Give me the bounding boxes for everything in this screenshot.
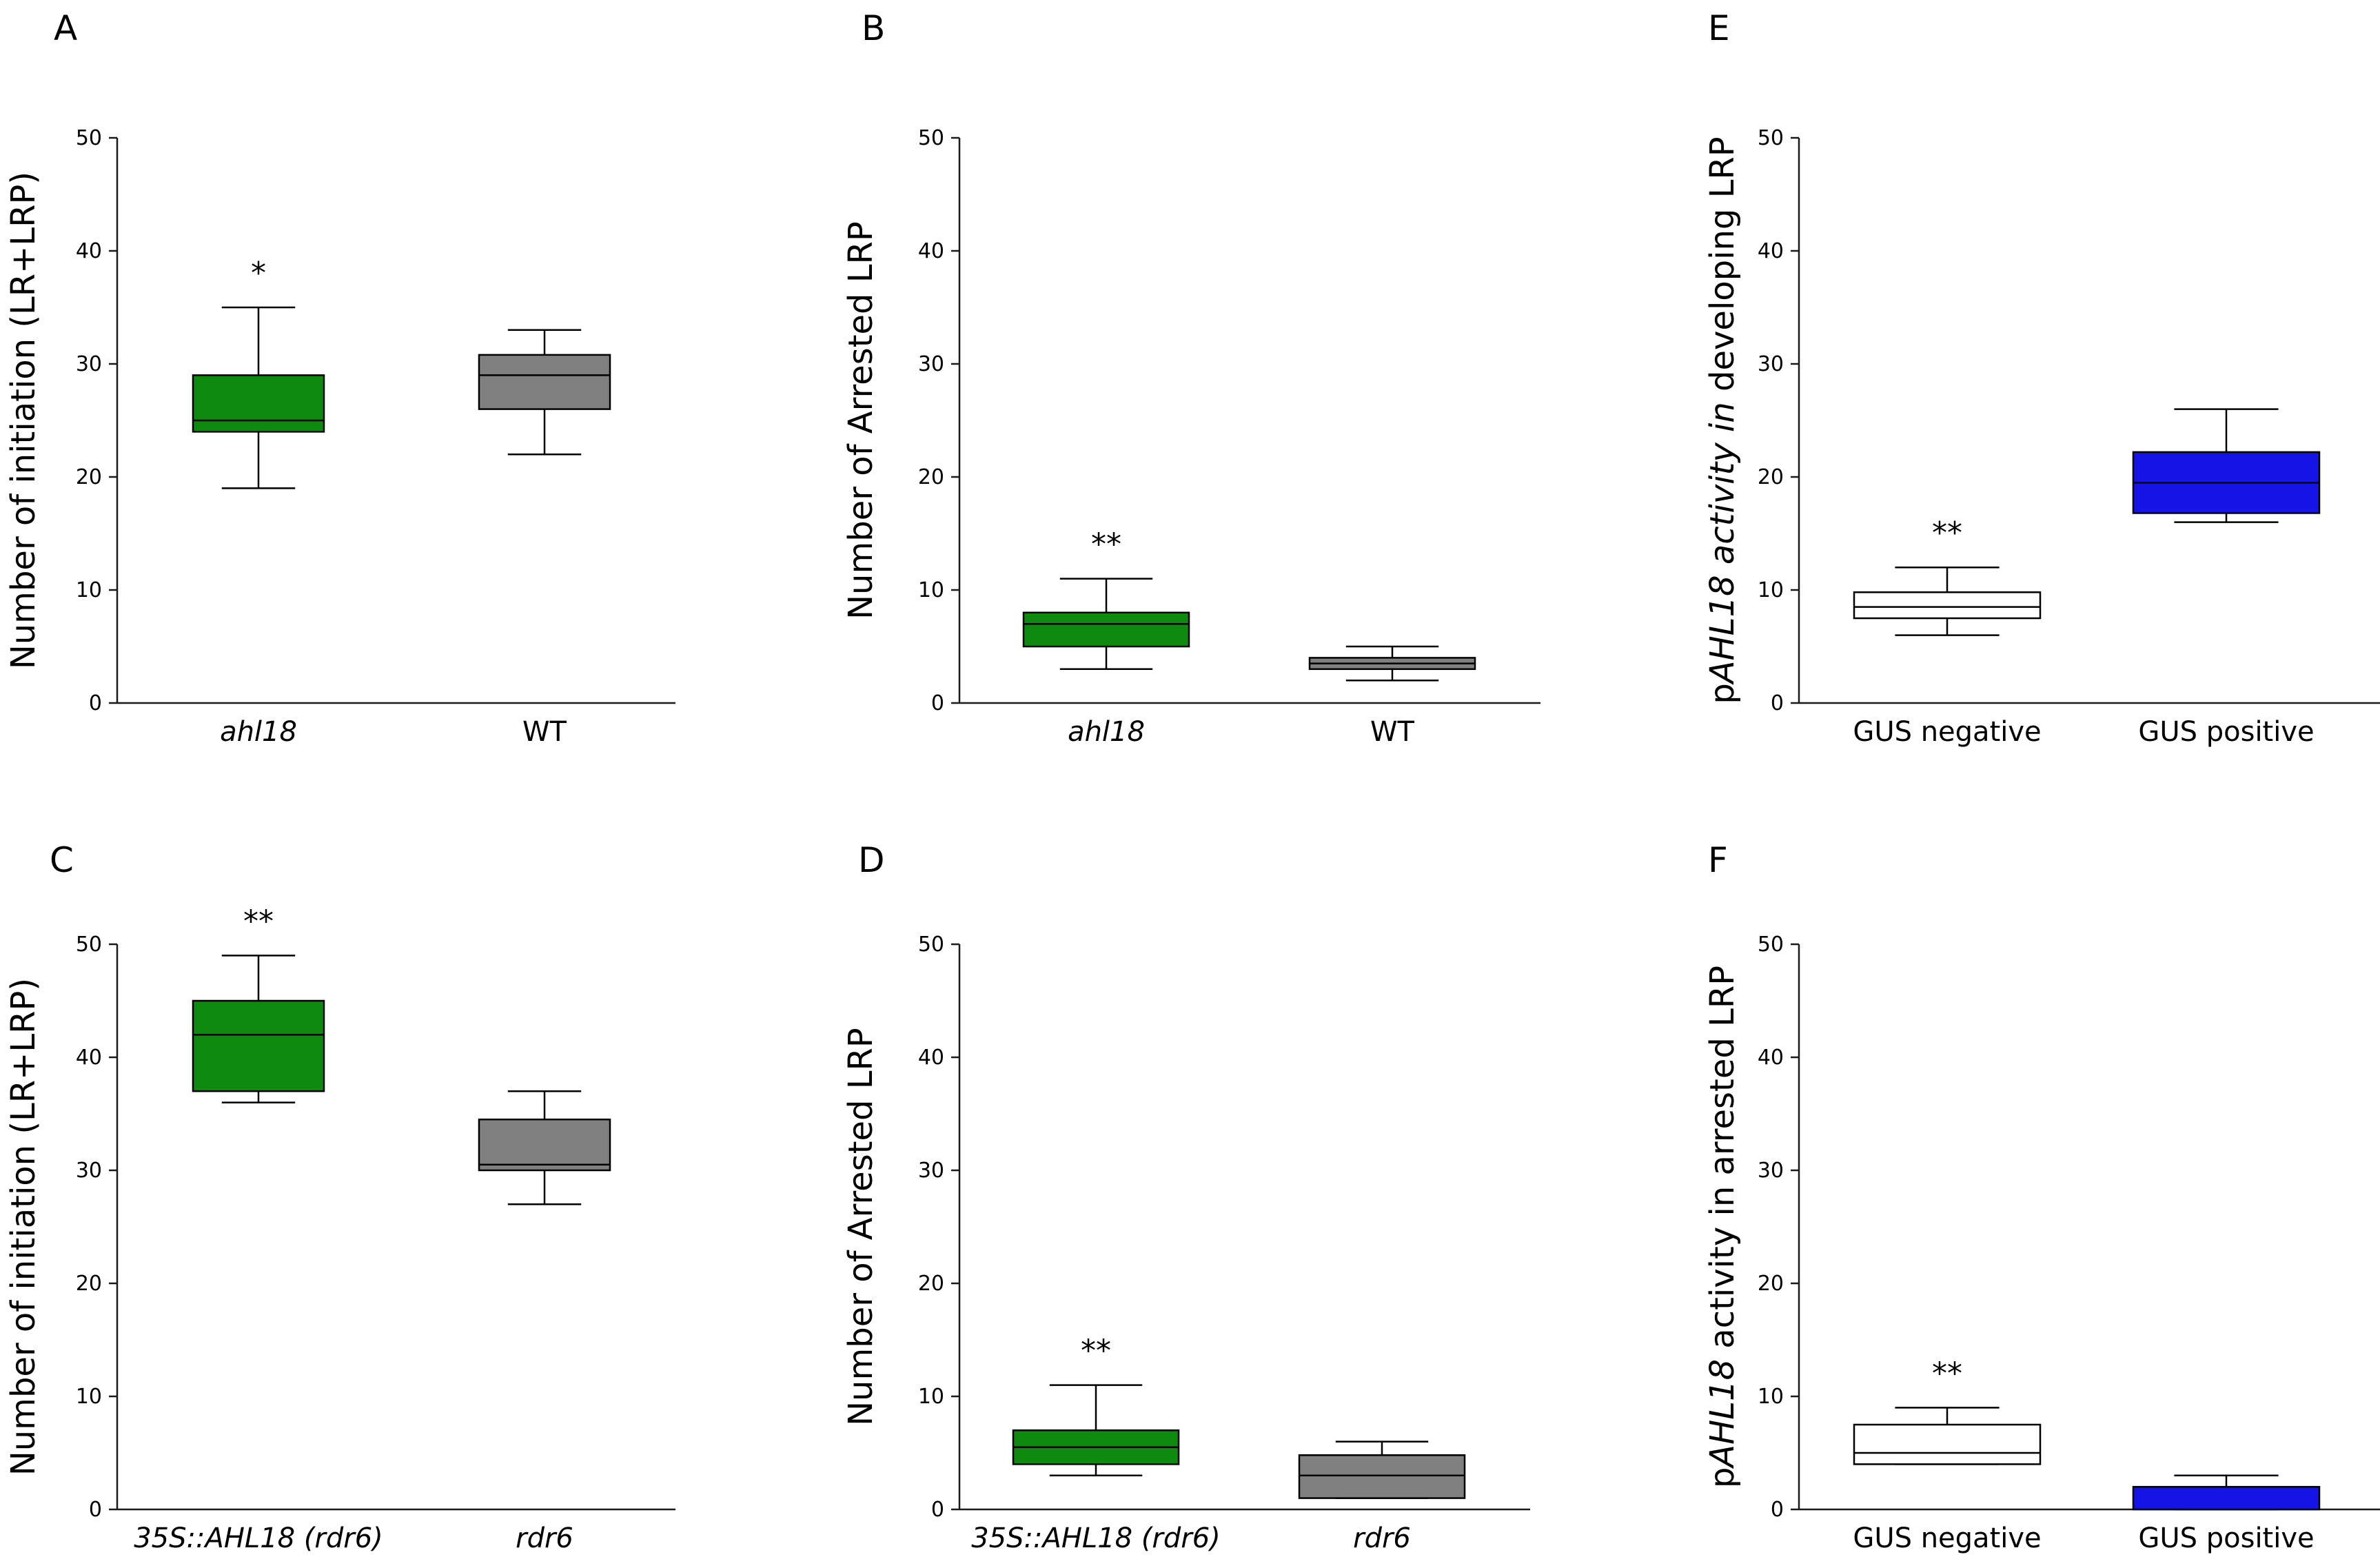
box-rdr6 (1298, 1454, 1466, 1499)
y-tick-label: 40 (918, 1046, 944, 1070)
y-tick-label: 10 (1758, 578, 1784, 602)
y-tick-label: 20 (76, 1272, 102, 1296)
y-tick-label: 0 (89, 1498, 102, 1522)
category-label: WT (1370, 716, 1415, 748)
y-axis-title-part: p (1703, 1467, 1742, 1488)
panel-E-plot: 0 10 20 30 40 50 pAHL18 activity in developing… (1703, 126, 2380, 748)
panel-B-plot: 0 10 20 30 40 50 Number of Arrested LRP ** ahl18… (842, 126, 1540, 748)
y-tick-label: 20 (918, 1272, 944, 1296)
y-tick-label: 20 (918, 465, 944, 489)
significance-marker: ** (1091, 527, 1121, 562)
panel-A-plot: 0 10 20 30 40 50 Number of initiation (LR+LRP)… (4, 126, 675, 748)
box-ahl18 (1022, 611, 1190, 648)
y-axis-title: pAHL18 activity in arrested LRP (1703, 966, 1742, 1488)
y-tick-label: 30 (918, 352, 944, 376)
category-label: rdr6 (1353, 1523, 1411, 1554)
y-axis-title: pAHL18 activity in developing LRP (1703, 136, 1742, 704)
box-ahl18 (192, 374, 325, 433)
significance-marker: ** (243, 904, 274, 939)
y-tick-label: 20 (1758, 465, 1784, 489)
y-tick-label: 50 (918, 933, 944, 957)
y-tick-label: 30 (76, 352, 102, 376)
category-label: GUS positive (2138, 1523, 2314, 1554)
y-tick-label: 30 (1758, 352, 1784, 376)
box-gus-negative (1853, 1423, 2042, 1465)
y-tick-label: 0 (931, 691, 944, 715)
y-tick-label: 40 (1758, 239, 1784, 263)
panel-letter-F: F (1708, 840, 1728, 880)
y-tick-label: 10 (918, 578, 944, 602)
y-tick-label: 50 (1758, 126, 1784, 150)
box-gus-negative (1853, 591, 2042, 620)
box-gus-positive (2132, 1485, 2321, 1511)
y-tick-label: 50 (1758, 933, 1784, 957)
panel-letter-E: E (1708, 8, 1730, 48)
significance-marker: ** (1081, 1334, 1111, 1369)
y-tick-label: 10 (1758, 1385, 1784, 1409)
y-tick-label: 50 (76, 126, 102, 150)
significance-marker: ** (1932, 516, 1962, 551)
category-label: GUS negative (1853, 716, 2041, 748)
y-axis-title-part: AHL18 activity in (1703, 402, 1742, 685)
box-35s-ahl18-rdr6- (192, 999, 325, 1092)
category-label: WT (522, 716, 567, 748)
y-tick-label: 0 (89, 691, 102, 715)
category-label: ahl18 (1068, 716, 1145, 748)
panel-C-plot: 0 10 20 30 40 50 Number of initiation (LR+LRP)… (4, 904, 675, 1554)
panel-letter-D: D (858, 840, 885, 880)
y-tick-label: 10 (76, 578, 102, 602)
y-tick-label: 10 (918, 1385, 944, 1409)
significance-marker: ** (1932, 1356, 1962, 1391)
y-tick-label: 40 (918, 239, 944, 263)
y-tick-label: 30 (76, 1159, 102, 1183)
y-axis-title: Number of initiation (LR+LRP) (4, 172, 43, 669)
panel-letter-A: A (54, 8, 77, 48)
y-tick-label: 50 (76, 933, 102, 957)
category-label: GUS positive (2138, 716, 2314, 748)
y-tick-label: 40 (76, 239, 102, 263)
y-tick-label: 40 (1758, 1046, 1784, 1070)
category-label: 35S::AHL18 (rdr6) (134, 1523, 383, 1554)
panel-letter-C: C (50, 840, 74, 880)
y-axis-title: Number of Arrested LRP (842, 221, 880, 620)
y-tick-label: 30 (1758, 1159, 1784, 1183)
y-axis-title-part: activity in arrested LRP (1703, 966, 1742, 1359)
y-tick-label: 50 (918, 126, 944, 150)
y-axis-title-part: AHL18 (1703, 1359, 1742, 1469)
y-tick-label: 0 (1771, 691, 1784, 715)
y-tick-label: 30 (918, 1159, 944, 1183)
y-tick-label: 40 (76, 1046, 102, 1070)
category-label: rdr6 (516, 1523, 573, 1554)
panel-letter-B: B (862, 8, 885, 48)
panel-F-plot: 0 10 20 30 40 50 pAHL18 activity in arrested L… (1703, 933, 2380, 1554)
box-wt (478, 354, 611, 410)
category-label: GUS negative (1853, 1523, 2041, 1554)
category-label: ahl18 (220, 716, 297, 748)
y-axis-title-part: p (1703, 683, 1742, 704)
category-label: 35S::AHL18 (rdr6) (971, 1523, 1221, 1554)
box-rdr6 (478, 1118, 611, 1172)
y-tick-label: 10 (76, 1385, 102, 1409)
y-tick-label: 20 (76, 465, 102, 489)
significance-marker: * (251, 256, 266, 291)
y-axis-title: Number of initiation (LR+LRP) (4, 978, 43, 1476)
y-axis-title: Number of Arrested LRP (842, 1028, 880, 1426)
y-tick-label: 20 (1758, 1272, 1784, 1296)
y-tick-label: 0 (1771, 1498, 1784, 1522)
y-axis-title-part: developing LRP (1703, 136, 1742, 402)
y-tick-label: 0 (931, 1498, 944, 1522)
